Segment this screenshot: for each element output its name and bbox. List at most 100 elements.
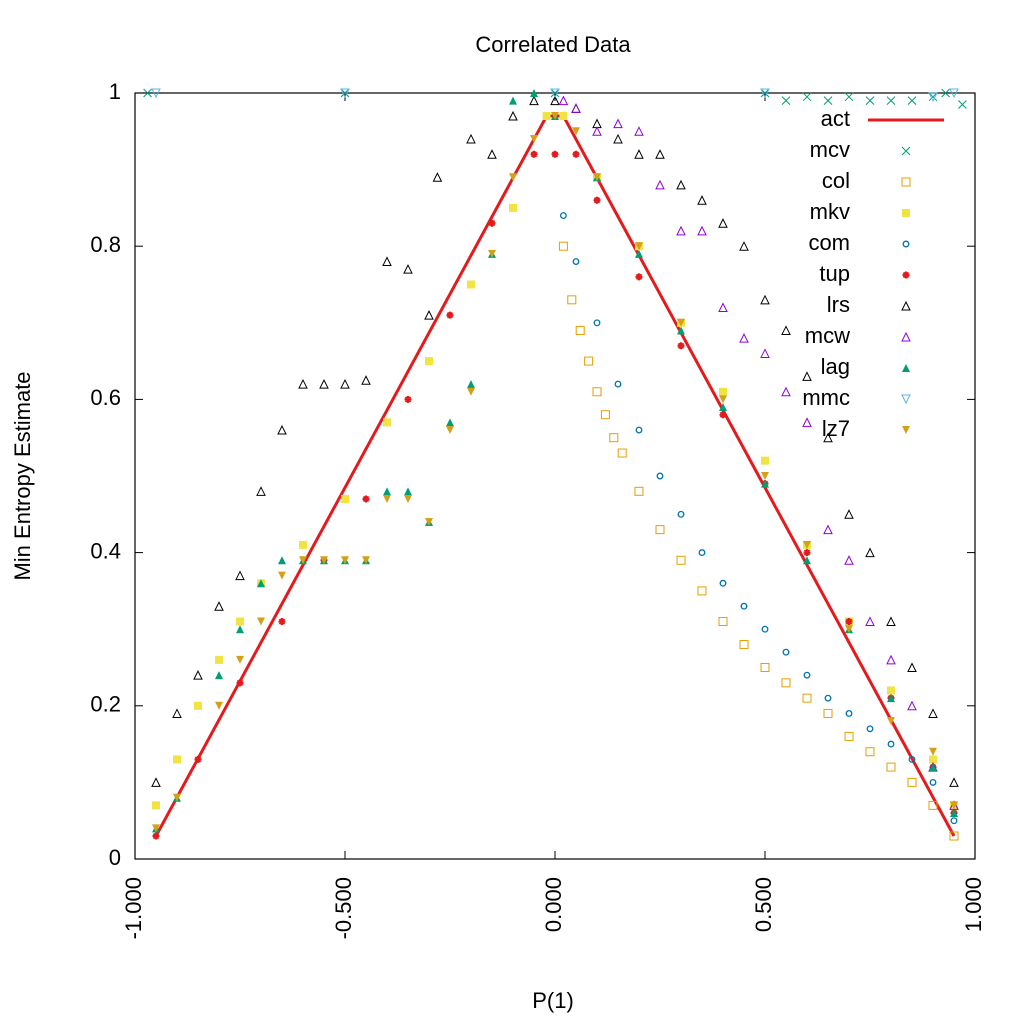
series-mmc <box>151 88 959 102</box>
data-point <box>845 710 853 717</box>
data-point <box>887 740 895 748</box>
legend-item-mmc: mmc <box>802 385 911 410</box>
data-point <box>236 655 244 664</box>
data-point <box>530 150 538 158</box>
data-point <box>488 219 496 227</box>
data-point <box>718 218 728 228</box>
data-point <box>886 96 896 106</box>
data-point <box>866 725 874 733</box>
data-point <box>567 295 577 305</box>
x-tick-label: 0.500 <box>751 877 776 932</box>
series-line-act <box>154 114 956 837</box>
legend-item-tup: tup <box>819 261 910 286</box>
data-point <box>571 103 581 113</box>
data-point <box>572 127 580 136</box>
data-point <box>592 387 602 397</box>
data-point <box>571 103 581 113</box>
legend-swatch <box>902 209 910 217</box>
data-point <box>655 149 665 159</box>
data-point <box>676 555 686 565</box>
data-point <box>844 509 854 519</box>
y-tick-label: 1 <box>109 79 121 104</box>
data-point <box>740 602 748 610</box>
data-point <box>617 448 627 458</box>
data-point <box>865 96 875 106</box>
data-point <box>193 670 203 680</box>
data-point <box>551 150 559 158</box>
data-point <box>907 662 917 672</box>
data-point <box>887 686 895 695</box>
data-point <box>361 375 371 385</box>
data-point <box>928 708 938 718</box>
data-point <box>215 655 223 664</box>
data-point <box>823 432 833 443</box>
data-point <box>214 601 224 611</box>
data-point <box>319 378 329 389</box>
data-point <box>739 333 749 343</box>
data-point <box>467 387 475 396</box>
legend-label: mkv <box>810 199 850 224</box>
data-point <box>908 755 916 763</box>
data-point <box>152 824 160 833</box>
data-point <box>487 149 497 159</box>
data-point <box>845 625 853 634</box>
data-point <box>341 494 349 503</box>
data-point <box>593 196 601 204</box>
legend-label: tup <box>819 261 850 286</box>
data-point <box>559 212 567 220</box>
series-com <box>559 212 958 825</box>
data-point <box>362 495 370 503</box>
data-point <box>635 249 643 258</box>
data-point <box>677 326 685 335</box>
data-point <box>236 679 244 687</box>
data-point <box>677 342 685 350</box>
y-tick-label: 0.4 <box>90 538 121 563</box>
y-axis-ticks: 0 0.2 0.4 0.6 0.8 1 <box>90 79 975 870</box>
data-point <box>739 241 749 251</box>
data-point <box>929 747 937 756</box>
data-point <box>949 831 959 841</box>
legend-swatch <box>902 426 910 434</box>
data-point <box>761 472 769 480</box>
data-point <box>907 700 917 711</box>
data-point <box>761 479 769 488</box>
data-point <box>719 579 727 587</box>
data-point <box>823 708 833 718</box>
data-point <box>215 671 223 680</box>
data-point <box>467 380 475 389</box>
data-point <box>929 755 937 764</box>
data-point <box>844 92 854 102</box>
data-point <box>572 150 580 158</box>
data-point <box>403 264 413 274</box>
data-point <box>152 801 160 810</box>
legend-item-com: com <box>808 230 910 255</box>
data-point <box>698 549 706 557</box>
data-point <box>803 671 811 679</box>
data-point <box>215 701 223 710</box>
legend-swatch <box>901 331 911 342</box>
legend-item-mcw: mcw <box>805 323 911 348</box>
data-point <box>236 617 244 626</box>
data-point <box>278 618 286 626</box>
data-point <box>676 179 686 190</box>
data-point <box>320 556 328 565</box>
x-tick-label: 1.000 <box>961 877 986 932</box>
data-point <box>928 92 938 102</box>
data-point <box>340 378 350 389</box>
data-point <box>278 556 286 565</box>
y-tick-label: 0.2 <box>90 692 121 717</box>
data-point <box>404 395 412 403</box>
data-point <box>655 179 665 190</box>
x-tick-label: -1.000 <box>121 877 146 939</box>
data-point <box>803 556 811 565</box>
legend-item-mkv: mkv <box>810 199 910 224</box>
data-point <box>760 348 770 358</box>
legend-item-col: col <box>822 168 911 193</box>
legend-item-act: act <box>821 106 944 131</box>
data-point <box>656 472 664 480</box>
data-point <box>950 817 958 825</box>
data-point <box>697 195 707 205</box>
legend-label: mcv <box>810 137 850 162</box>
legend-label: lag <box>821 354 850 379</box>
data-point <box>584 356 594 366</box>
